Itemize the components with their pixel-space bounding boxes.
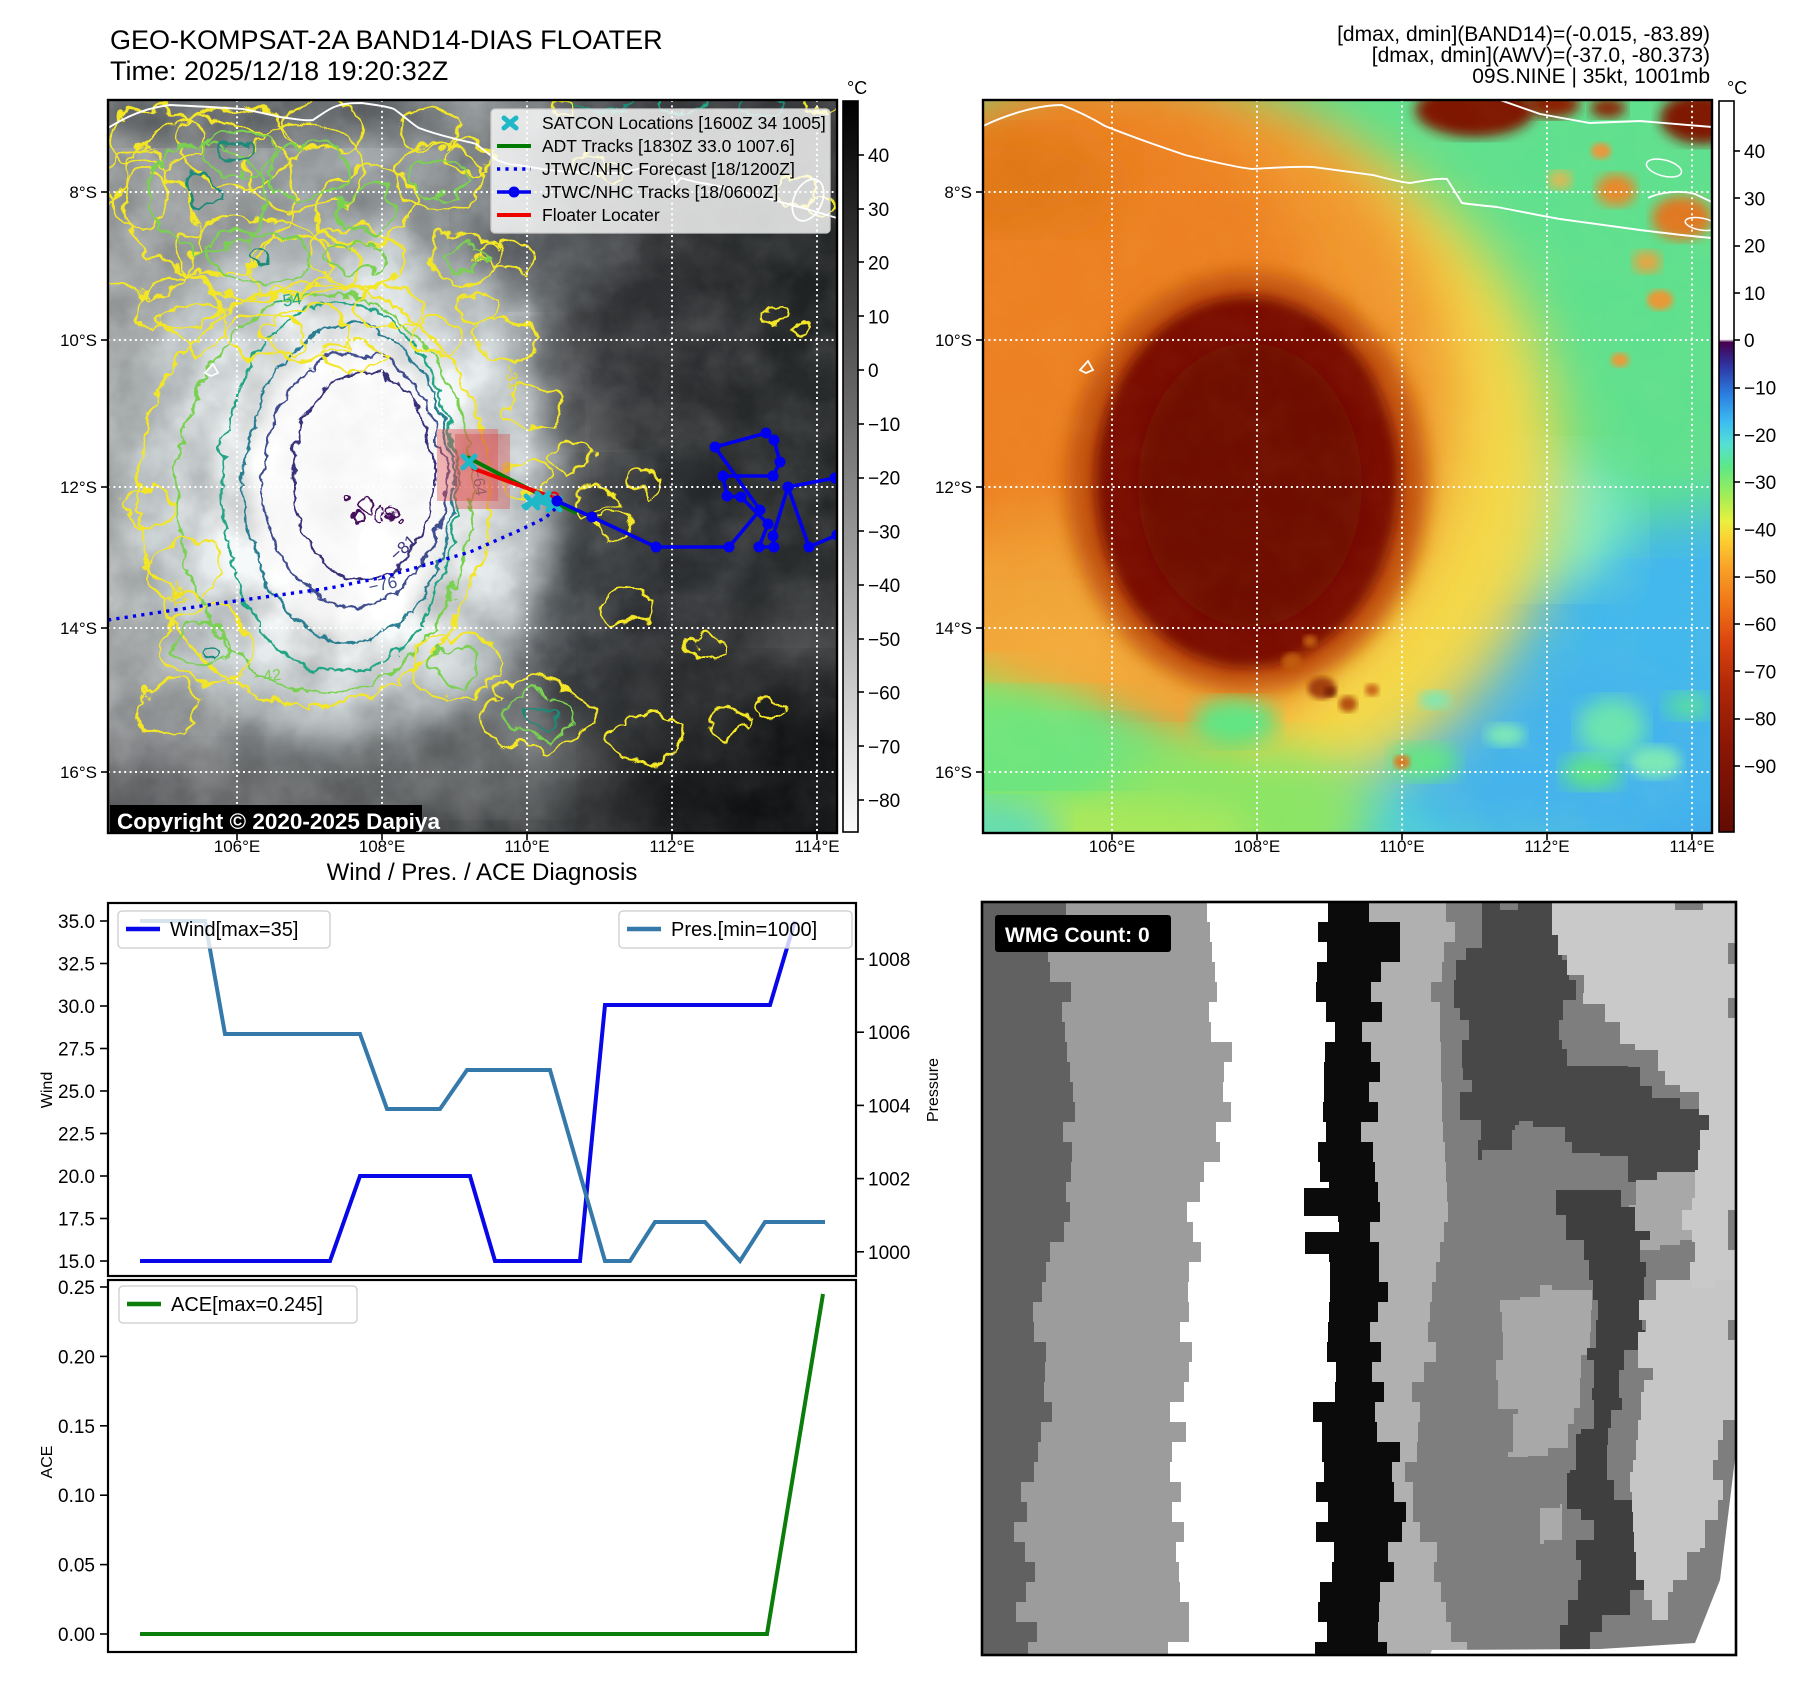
svg-text:1004: 1004 <box>868 1096 911 1117</box>
svg-text:112°E: 112°E <box>649 837 694 856</box>
svg-text:−70: −70 <box>1744 662 1776 683</box>
svg-text:−31: −31 <box>500 362 523 391</box>
svg-text:−10: −10 <box>1744 379 1776 400</box>
svg-text:40: 40 <box>868 146 889 167</box>
svg-text:10°S: 10°S <box>935 331 972 350</box>
svg-text:JTWC/NHC Forecast [18/1200Z]: JTWC/NHC Forecast [18/1200Z] <box>542 159 795 179</box>
svg-text:Wind: Wind <box>39 1072 56 1108</box>
svg-text:−54: −54 <box>272 289 303 312</box>
svg-text:−70: −70 <box>868 737 900 758</box>
svg-text:27.5: 27.5 <box>58 1040 95 1061</box>
svg-text:20: 20 <box>1744 237 1765 258</box>
svg-text:10: 10 <box>1744 284 1765 305</box>
svg-text:0.15: 0.15 <box>58 1417 95 1438</box>
svg-text:114°E: 114°E <box>1669 837 1714 856</box>
svg-text:15.0: 15.0 <box>58 1252 95 1273</box>
svg-text:20: 20 <box>868 254 889 275</box>
svg-text:Wind / Pres. / ACE Diagnosis: Wind / Pres. / ACE Diagnosis <box>327 859 638 886</box>
svg-text:−80: −80 <box>868 791 900 812</box>
svg-text:114°E: 114°E <box>794 837 839 856</box>
svg-text:0.05: 0.05 <box>58 1556 95 1577</box>
svg-text:ADT Tracks [1830Z 33.0 1007.6]: ADT Tracks [1830Z 33.0 1007.6] <box>542 136 795 156</box>
svg-text:110°E: 110°E <box>1379 837 1424 856</box>
svg-text:Floater Locater: Floater Locater <box>542 205 660 225</box>
svg-text:35.0: 35.0 <box>58 912 95 933</box>
svg-text:0.20: 0.20 <box>58 1347 95 1368</box>
svg-text:108°E: 108°E <box>359 837 406 856</box>
svg-text:−64: −64 <box>468 467 489 497</box>
svg-text:8°S: 8°S <box>944 183 972 202</box>
svg-text:1000: 1000 <box>868 1243 910 1264</box>
svg-text:−50: −50 <box>1744 568 1776 589</box>
svg-text:30: 30 <box>868 200 889 221</box>
svg-text:−40: −40 <box>1744 520 1776 541</box>
svg-text:40: 40 <box>1744 142 1765 163</box>
svg-text:17.5: 17.5 <box>58 1210 95 1231</box>
svg-text:108°E: 108°E <box>1234 837 1281 856</box>
svg-text:°C: °C <box>1727 78 1747 98</box>
svg-text:−60: −60 <box>868 684 900 705</box>
svg-text:−60: −60 <box>1744 615 1776 636</box>
svg-text:°C: °C <box>847 78 867 98</box>
svg-text:ACE[max=0.245]: ACE[max=0.245] <box>171 1294 323 1316</box>
svg-text:8°S: 8°S <box>69 183 97 202</box>
svg-text:1006: 1006 <box>868 1023 910 1044</box>
svg-text:106°E: 106°E <box>1089 837 1136 856</box>
svg-text:0: 0 <box>1744 331 1755 352</box>
svg-text:0.10: 0.10 <box>58 1486 95 1507</box>
svg-text:0: 0 <box>868 361 879 382</box>
svg-text:−90: −90 <box>1744 757 1776 778</box>
svg-text:ACE: ACE <box>39 1446 56 1479</box>
svg-text:16°S: 16°S <box>935 763 972 782</box>
svg-text:−42: −42 <box>253 667 282 686</box>
svg-text:−30: −30 <box>868 522 900 543</box>
svg-text:[dmax, dmin](AWV)=(-37.0, -80.: [dmax, dmin](AWV)=(-37.0, -80.373) <box>1372 44 1710 67</box>
svg-text:−40: −40 <box>868 576 900 597</box>
svg-text:GEO-KOMPSAT-2A BAND14-DIAS FLO: GEO-KOMPSAT-2A BAND14-DIAS FLOATER <box>110 25 663 55</box>
svg-text:30: 30 <box>1744 189 1765 210</box>
svg-text:SATCON Locations [1600Z 34 100: SATCON Locations [1600Z 34 1005] <box>542 113 826 133</box>
svg-text:[dmax, dmin](BAND14)=(-0.015,: [dmax, dmin](BAND14)=(-0.015, -83.89) <box>1337 23 1710 46</box>
svg-text:−20: −20 <box>1744 426 1776 447</box>
svg-text:09S.NINE | 35kt, 1001mb: 09S.NINE | 35kt, 1001mb <box>1472 65 1710 88</box>
svg-text:106°E: 106°E <box>214 837 261 856</box>
svg-text:Copyright © 2020-2025 Dapiya: Copyright © 2020-2025 Dapiya <box>117 809 440 834</box>
svg-text:−31: −31 <box>167 578 188 608</box>
svg-text:112°E: 112°E <box>1524 837 1569 856</box>
svg-text:12°S: 12°S <box>935 478 972 497</box>
svg-text:−50: −50 <box>868 630 900 651</box>
svg-text:Time: 2025/12/18 19:20:32Z: Time: 2025/12/18 19:20:32Z <box>110 56 448 86</box>
svg-text:−80: −80 <box>1744 710 1776 731</box>
svg-text:110°E: 110°E <box>504 837 549 856</box>
svg-text:30.0: 30.0 <box>58 997 95 1018</box>
svg-text:−10: −10 <box>868 415 900 436</box>
svg-text:−20: −20 <box>868 469 900 490</box>
svg-text:12°S: 12°S <box>60 478 97 497</box>
svg-text:0.00: 0.00 <box>58 1625 95 1646</box>
svg-text:−30: −30 <box>1744 473 1776 494</box>
svg-text:32.5: 32.5 <box>58 955 95 976</box>
svg-text:16°S: 16°S <box>60 763 97 782</box>
svg-text:Pres.[min=1000]: Pres.[min=1000] <box>671 919 817 941</box>
svg-text:14°S: 14°S <box>935 619 972 638</box>
svg-text:14°S: 14°S <box>60 619 97 638</box>
svg-text:1008: 1008 <box>868 950 910 971</box>
svg-text:10°S: 10°S <box>60 331 97 350</box>
svg-text:22.5: 22.5 <box>58 1125 95 1146</box>
svg-text:10: 10 <box>868 307 889 328</box>
svg-text:1002: 1002 <box>868 1170 910 1191</box>
svg-text:WMG Count: 0: WMG Count: 0 <box>1005 924 1150 947</box>
svg-text:Pressure: Pressure <box>925 1058 942 1122</box>
svg-text:0.25: 0.25 <box>58 1278 95 1299</box>
svg-text:JTWC/NHC Tracks [18/0600Z]: JTWC/NHC Tracks [18/0600Z] <box>542 182 778 202</box>
svg-text:Wind[max=35]: Wind[max=35] <box>170 919 298 941</box>
svg-text:20.0: 20.0 <box>58 1167 95 1188</box>
svg-text:25.0: 25.0 <box>58 1082 95 1103</box>
